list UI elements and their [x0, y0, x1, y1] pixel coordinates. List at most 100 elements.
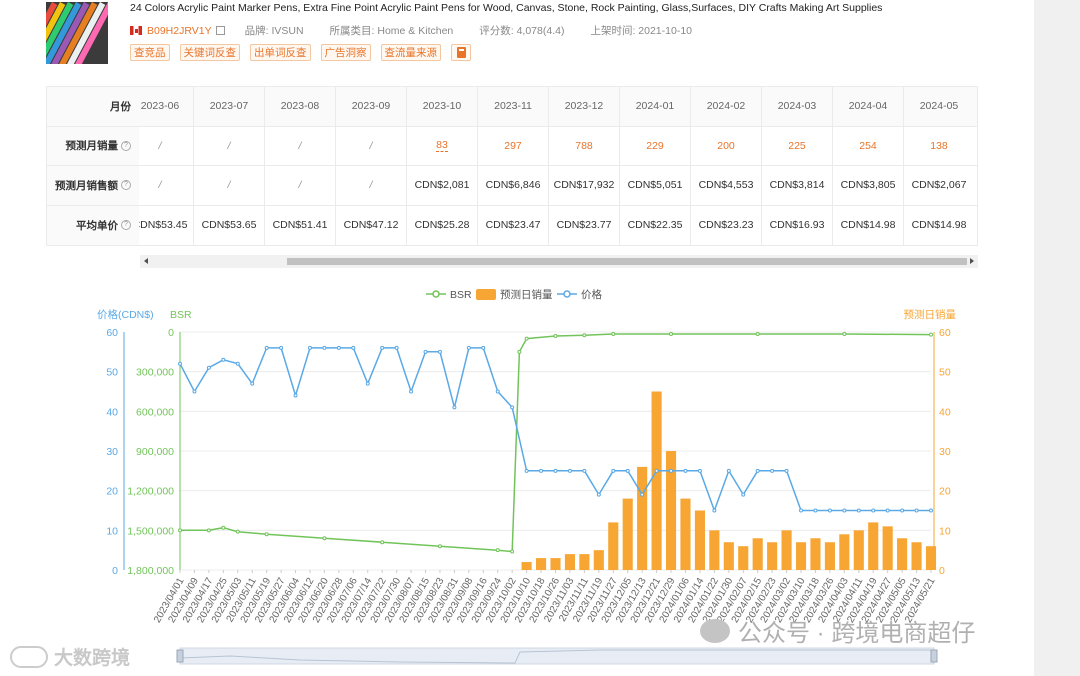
table-cell[interactable]: 229 [619, 126, 690, 165]
price-line-point[interactable] [365, 381, 370, 386]
order-keyword-reverse-button[interactable]: 出单词反查 [250, 44, 311, 61]
price-line-point[interactable] [235, 361, 240, 366]
price-line-point[interactable] [380, 345, 385, 350]
bsr-line-point[interactable] [582, 333, 587, 338]
price-line-point[interactable] [553, 468, 558, 473]
sales-bar[interactable] [911, 542, 922, 570]
scrollbar-thumb[interactable] [287, 258, 967, 265]
price-line[interactable] [179, 347, 931, 513]
bsr-line-point[interactable] [178, 528, 182, 533]
sales-bar[interactable] [564, 554, 575, 570]
traffic-source-button[interactable]: 查流量来源 [380, 44, 441, 61]
bsr-line-point[interactable] [929, 332, 933, 337]
table-cell[interactable]: 200 [690, 126, 761, 165]
bsr-line-point[interactable] [510, 549, 515, 554]
price-line-point[interactable] [625, 468, 630, 473]
price-line-point[interactable] [250, 381, 255, 386]
scroll-left-arrow-icon[interactable] [144, 258, 148, 264]
sales-bar[interactable] [694, 510, 705, 571]
bsr-line-point[interactable] [524, 336, 529, 341]
price-line-point[interactable] [683, 468, 688, 473]
sales-bar[interactable] [752, 538, 763, 570]
sales-bar[interactable] [608, 522, 619, 570]
sales-bar[interactable] [839, 534, 850, 570]
price-line-point[interactable] [900, 508, 905, 513]
price-line-point[interactable] [654, 468, 659, 473]
price-line-point[interactable] [409, 389, 414, 394]
price-line-point[interactable] [481, 345, 486, 350]
help-icon[interactable]: ? [121, 180, 131, 191]
price-line-point[interactable] [813, 508, 818, 513]
bsr-line-point[interactable] [264, 532, 269, 537]
price-line-point[interactable] [885, 508, 890, 513]
price-line-point[interactable] [178, 361, 182, 366]
bsr-line-point[interactable] [206, 528, 211, 533]
price-line-point[interactable] [510, 405, 515, 410]
sales-bar[interactable] [824, 542, 835, 570]
bsr-line-point[interactable] [553, 333, 558, 338]
price-line-point[interactable] [264, 345, 269, 350]
sales-bar[interactable] [579, 554, 590, 570]
sales-bar[interactable] [651, 391, 662, 571]
sales-bar[interactable] [709, 530, 720, 570]
asin-link[interactable]: B09H2JRV1Y [147, 24, 212, 37]
sales-bar[interactable] [521, 562, 532, 570]
price-line-point[interactable] [596, 492, 601, 497]
bsr-line-point[interactable] [842, 331, 847, 336]
price-line-point[interactable] [423, 349, 428, 354]
price-line-point[interactable] [640, 492, 645, 497]
legend-marker-2[interactable] [563, 290, 571, 298]
price-line-point[interactable] [697, 468, 702, 473]
price-line-point[interactable] [524, 468, 529, 473]
legend-marker-1[interactable] [476, 289, 496, 300]
price-line-point[interactable] [929, 508, 933, 513]
bsr-line-point[interactable] [437, 544, 442, 549]
price-line-point[interactable] [856, 508, 861, 513]
sales-bar[interactable] [882, 526, 893, 570]
sales-bar[interactable] [665, 451, 677, 570]
bsr-line-point[interactable] [235, 529, 240, 534]
price-line-point[interactable] [452, 405, 457, 410]
price-line-point[interactable] [221, 357, 226, 362]
bsr-line-point[interactable] [322, 536, 327, 541]
table-cell[interactable]: 254 [832, 126, 903, 165]
sales-bar[interactable] [781, 530, 792, 570]
price-line-point[interactable] [437, 349, 442, 354]
price-line-point[interactable] [799, 508, 804, 513]
sales-bar[interactable] [897, 538, 908, 570]
price-line-point[interactable] [784, 468, 789, 473]
sales-bar[interactable] [680, 498, 691, 570]
bsr-line-point[interactable] [495, 548, 500, 553]
price-line-point[interactable] [206, 365, 211, 370]
price-line-point[interactable] [741, 492, 746, 497]
price-line-point[interactable] [712, 508, 717, 513]
sales-bar[interactable] [723, 542, 734, 570]
product-thumbnail[interactable] [46, 2, 108, 64]
price-line-point[interactable] [307, 345, 312, 350]
ad-insight-button[interactable]: 广告洞察 [320, 44, 371, 61]
bsr-line[interactable] [180, 333, 932, 553]
sales-bar[interactable] [738, 546, 749, 570]
sales-bar[interactable] [853, 530, 864, 570]
price-line-point[interactable] [827, 508, 832, 513]
help-icon[interactable]: ? [121, 140, 131, 151]
price-line-point[interactable] [495, 389, 500, 394]
bsr-line-point[interactable] [221, 525, 226, 530]
sales-bar[interactable] [868, 522, 879, 570]
price-line-point[interactable] [336, 345, 341, 350]
price-line-point[interactable] [293, 393, 298, 398]
sales-bar[interactable] [550, 558, 561, 570]
keyword-reverse-button[interactable]: 关键词反查 [179, 44, 240, 61]
price-line-point[interactable] [914, 508, 919, 513]
price-line-point[interactable] [669, 468, 674, 473]
sales-bar[interactable] [795, 542, 807, 570]
price-line-point[interactable] [322, 345, 327, 350]
price-line-point[interactable] [279, 345, 284, 350]
calculator-button[interactable] [451, 44, 471, 61]
table-cell[interactable]: 788 [548, 126, 619, 165]
sales-bar[interactable] [536, 558, 547, 570]
price-line-point[interactable] [394, 345, 399, 350]
price-line-point[interactable] [539, 468, 544, 473]
price-line-point[interactable] [726, 468, 731, 473]
price-line-point[interactable] [611, 468, 616, 473]
